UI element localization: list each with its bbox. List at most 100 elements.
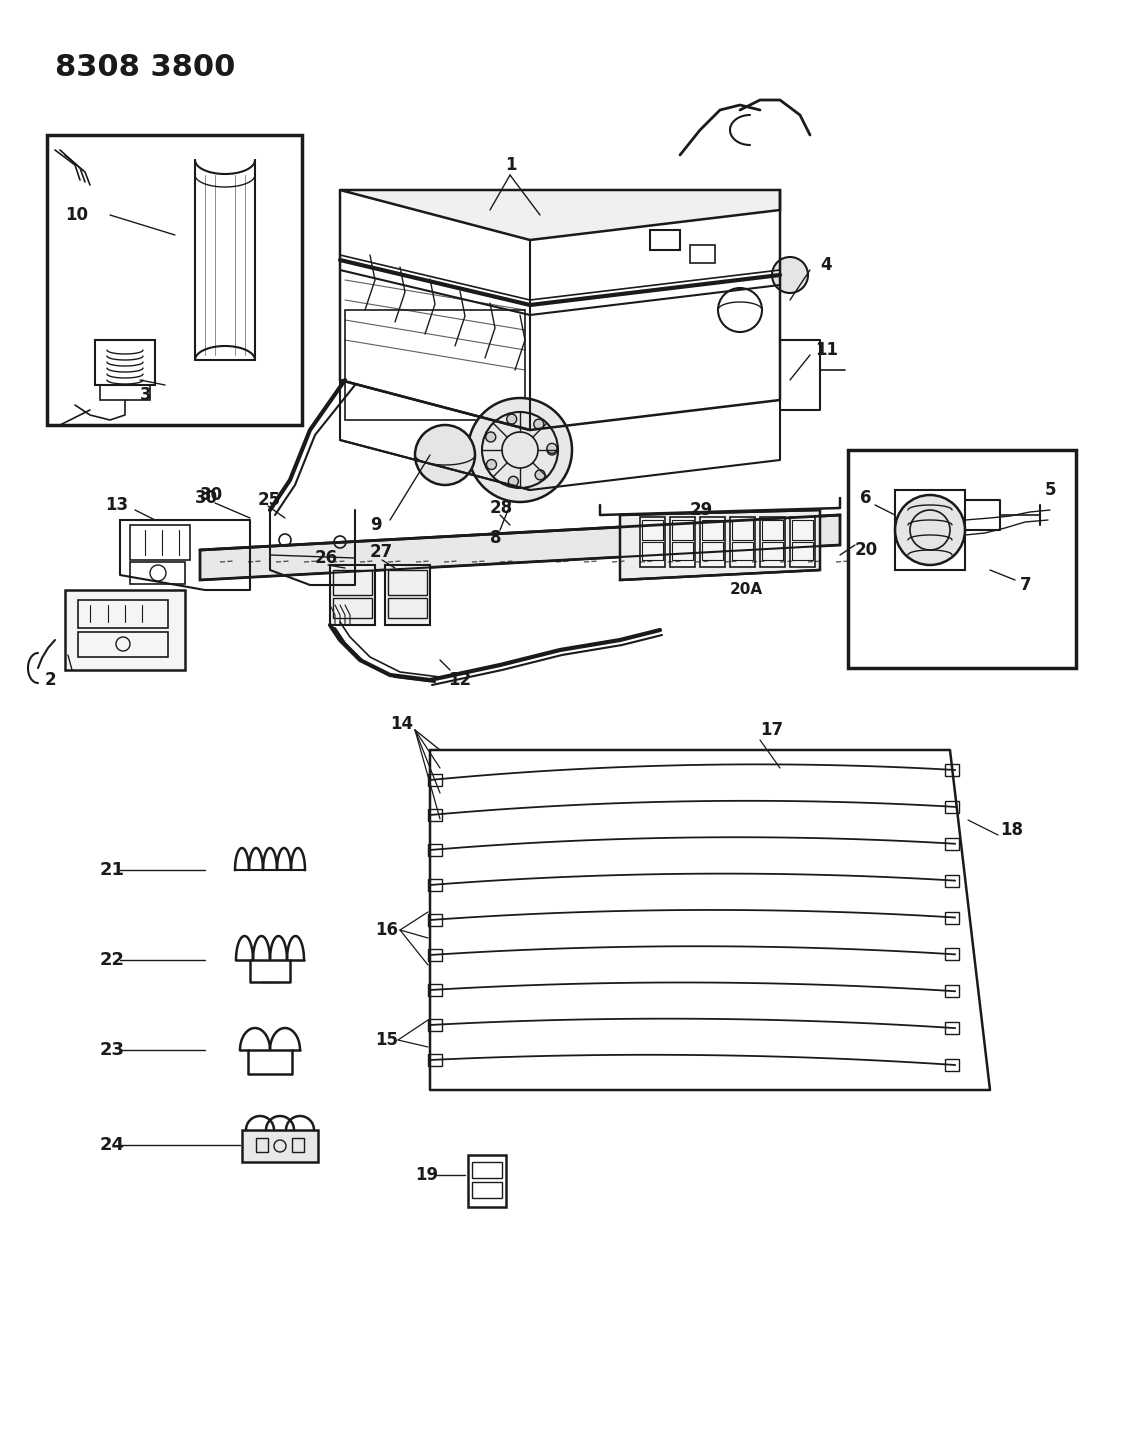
Bar (427, 914, 442, 926)
Bar (242, 1130, 318, 1162)
Text: 17: 17 (760, 721, 783, 740)
Bar (700, 517, 725, 566)
Bar (730, 517, 755, 566)
Bar (47, 135, 302, 425)
Circle shape (468, 397, 572, 502)
Bar (333, 598, 373, 617)
Text: 24: 24 (100, 1136, 125, 1155)
Bar (945, 801, 959, 812)
Bar (945, 837, 959, 850)
Bar (468, 1155, 506, 1207)
Text: 29: 29 (690, 501, 714, 518)
Bar (672, 542, 693, 561)
Text: 10: 10 (65, 205, 88, 224)
Bar (762, 542, 783, 561)
Bar (945, 948, 959, 961)
Text: 27: 27 (370, 543, 393, 561)
Bar (640, 517, 665, 566)
Circle shape (535, 470, 545, 480)
Text: 26: 26 (315, 549, 338, 566)
Text: 14: 14 (390, 715, 413, 732)
Bar (945, 1022, 959, 1034)
Bar (672, 520, 693, 540)
Bar (388, 598, 427, 617)
Text: 30: 30 (200, 486, 223, 504)
Text: 20: 20 (855, 542, 879, 559)
Bar (945, 1059, 959, 1072)
Bar (642, 520, 663, 540)
Circle shape (508, 476, 518, 486)
Bar (472, 1162, 502, 1178)
Bar (895, 491, 965, 569)
Bar (427, 1019, 442, 1031)
Circle shape (546, 443, 557, 453)
Text: 8308 3800: 8308 3800 (55, 54, 236, 83)
Circle shape (415, 425, 475, 485)
Bar (333, 569, 373, 596)
Bar (79, 632, 168, 657)
Bar (790, 517, 815, 566)
Circle shape (486, 432, 496, 443)
Bar (427, 949, 442, 961)
Bar (732, 520, 753, 540)
Bar (670, 517, 695, 566)
Text: 8: 8 (490, 529, 502, 547)
Circle shape (772, 258, 808, 293)
Bar (256, 1139, 268, 1152)
Bar (732, 542, 753, 561)
Bar (344, 310, 525, 419)
Bar (762, 520, 783, 540)
Bar (385, 565, 430, 625)
Bar (130, 526, 190, 561)
Bar (760, 517, 785, 566)
Polygon shape (340, 189, 780, 240)
Text: 1: 1 (505, 156, 516, 175)
Bar (650, 230, 680, 250)
Bar (642, 542, 663, 561)
Bar (702, 542, 723, 561)
Text: 20A: 20A (730, 582, 763, 597)
Text: 2: 2 (45, 671, 56, 689)
Bar (79, 600, 168, 628)
Text: 3: 3 (140, 386, 151, 403)
Bar (945, 764, 959, 776)
Circle shape (487, 460, 497, 469)
Text: 7: 7 (1020, 577, 1031, 594)
Circle shape (534, 419, 544, 430)
Text: 18: 18 (1000, 821, 1023, 839)
Bar (427, 879, 442, 891)
Bar (472, 1182, 502, 1198)
Bar (792, 520, 813, 540)
Bar (427, 1054, 442, 1066)
Bar (702, 520, 723, 540)
Bar (848, 450, 1076, 668)
Bar (427, 810, 442, 821)
Text: 15: 15 (375, 1031, 398, 1048)
Text: 22: 22 (100, 951, 125, 970)
Bar (330, 565, 375, 625)
Bar (100, 384, 150, 400)
Bar (65, 590, 185, 670)
Circle shape (548, 446, 557, 454)
Bar (945, 875, 959, 887)
Circle shape (507, 414, 517, 424)
Text: 9: 9 (370, 515, 381, 534)
Text: 19: 19 (415, 1166, 438, 1184)
Text: 21: 21 (100, 860, 125, 879)
Polygon shape (620, 510, 820, 579)
Text: 30: 30 (195, 489, 218, 507)
Bar (945, 986, 959, 997)
Bar (427, 844, 442, 856)
Bar (792, 542, 813, 561)
Text: 5: 5 (1045, 480, 1057, 499)
Text: 12: 12 (448, 671, 471, 689)
Text: 28: 28 (490, 499, 513, 517)
Bar (945, 911, 959, 923)
Bar (292, 1139, 304, 1152)
Bar (95, 341, 155, 384)
Text: 25: 25 (258, 491, 282, 510)
Polygon shape (200, 515, 840, 579)
Text: 4: 4 (820, 256, 831, 274)
Bar (690, 245, 715, 264)
Bar (427, 775, 442, 786)
